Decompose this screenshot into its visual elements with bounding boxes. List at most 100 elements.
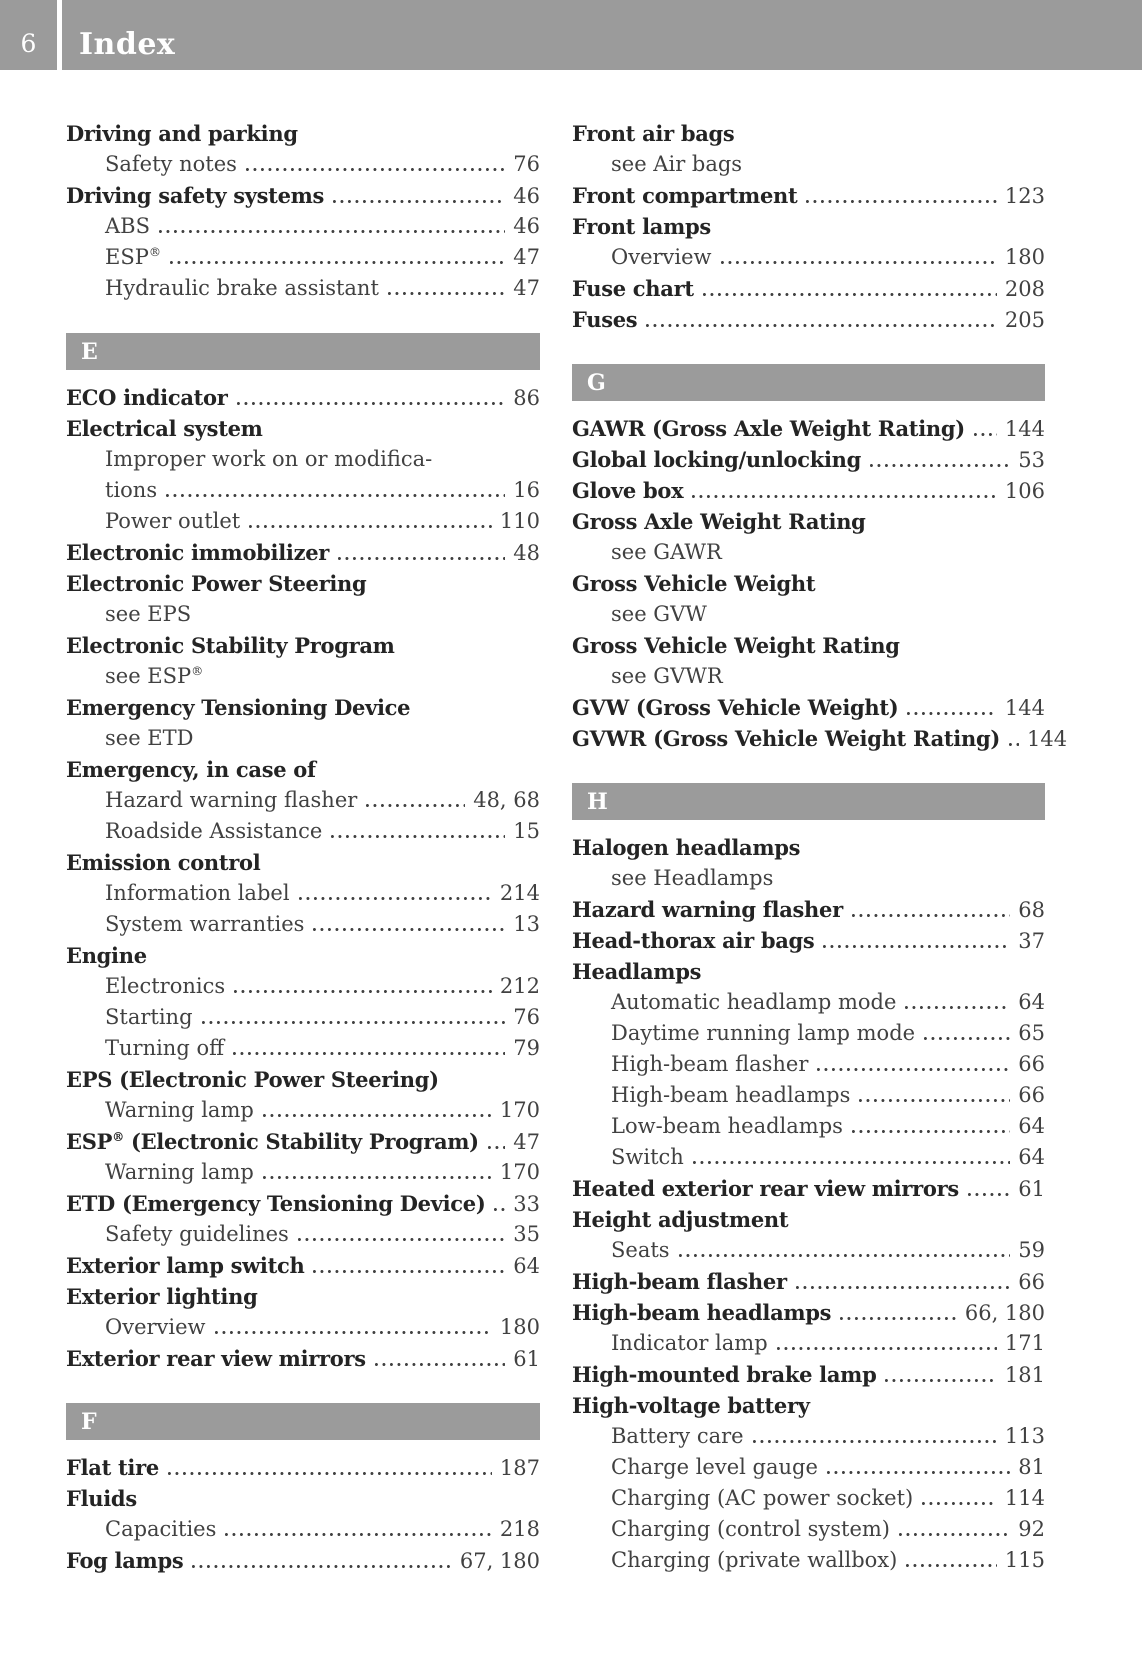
leader-dots bbox=[720, 261, 997, 264]
entry-label: Heated exterior rear view mirrors bbox=[572, 1176, 959, 1201]
entry-label: see ETD bbox=[105, 726, 194, 750]
leader-dots bbox=[776, 1347, 997, 1350]
entry-label: GVWR (Gross Vehicle Weight Rating) bbox=[572, 726, 1000, 751]
entry-label: see ESP® bbox=[105, 664, 204, 688]
leader-dots bbox=[973, 433, 997, 436]
index-entry: Height adjustment bbox=[572, 1204, 1045, 1235]
index-entry: Fuse chart 208 bbox=[572, 273, 1045, 304]
entry-label: Indicator lamp bbox=[611, 1331, 768, 1355]
entry-label: High-beam flasher bbox=[572, 1269, 787, 1294]
leader-dots bbox=[859, 1099, 1011, 1102]
entry-page-number: 47 bbox=[513, 1130, 540, 1154]
leader-dots bbox=[170, 261, 506, 264]
entry-label: Overview bbox=[611, 245, 712, 269]
leader-dots bbox=[333, 200, 506, 203]
leader-dots bbox=[487, 1146, 506, 1149]
leader-dots bbox=[338, 557, 506, 560]
entry-page-number: 64 bbox=[1018, 1145, 1045, 1169]
index-entry: Halogen headlamps bbox=[572, 832, 1045, 863]
entry-label: Hazard warning flasher bbox=[572, 897, 843, 922]
entry-label: Charge level gauge bbox=[611, 1455, 818, 1479]
index-entry: Driving safety systems 46 bbox=[66, 180, 540, 211]
index-entry: GVWR (Gross Vehicle Weight Rating) 144 bbox=[572, 723, 1067, 754]
index-entry: Flat tire 187 bbox=[66, 1452, 540, 1483]
index-entry: Gross Vehicle Weight bbox=[572, 568, 1045, 599]
index-entry: ETD (Emergency Tensioning Device) 33 bbox=[66, 1188, 540, 1219]
entry-page-number: 66 bbox=[1018, 1083, 1045, 1107]
index-entry: see ESP® bbox=[66, 661, 540, 692]
entry-label: Daytime running lamp mode bbox=[611, 1021, 916, 1045]
leader-dots bbox=[806, 200, 997, 203]
entry-label: Driving and parking bbox=[66, 121, 298, 146]
index-entry: Charging (private wallbox) 115 bbox=[572, 1545, 1045, 1576]
leader-dots bbox=[262, 1176, 492, 1179]
entry-page-number: 106 bbox=[1004, 479, 1045, 503]
index-entry: EPS (Electronic Power Steering) bbox=[66, 1064, 540, 1095]
entry-label: see Headlamps bbox=[611, 866, 774, 890]
page-title: Index bbox=[79, 27, 176, 62]
index-entry: ECO indicator 86 bbox=[66, 382, 540, 413]
index-entry: Hazard warning flasher 48, 68 bbox=[66, 785, 540, 816]
index-entry: Gross Axle Weight Rating bbox=[572, 506, 1045, 537]
leader-dots bbox=[898, 1533, 1011, 1536]
entry-label: High-mounted brake lamp bbox=[572, 1362, 877, 1387]
leader-dots bbox=[967, 1193, 1011, 1196]
entry-page-number: 212 bbox=[499, 974, 540, 998]
leader-dots bbox=[851, 1130, 1011, 1133]
leader-dots bbox=[826, 1471, 1011, 1474]
entry-page-number: 170 bbox=[499, 1160, 540, 1184]
entry-page-number: 170 bbox=[499, 1098, 540, 1122]
leader-dots bbox=[233, 1052, 506, 1055]
entry-page-number: 15 bbox=[513, 819, 540, 843]
entry-label: Fog lamps bbox=[66, 1548, 184, 1573]
entry-page-number: 110 bbox=[499, 509, 540, 533]
leader-dots bbox=[906, 1564, 997, 1567]
entry-label: Gross Vehicle Weight Rating bbox=[572, 633, 900, 658]
entry-label: EPS (Electronic Power Steering) bbox=[66, 1067, 439, 1092]
entry-label: Front lamps bbox=[572, 214, 711, 239]
index-entry: Electronics 212 bbox=[66, 971, 540, 1002]
index-entry: Capacities 218 bbox=[66, 1514, 540, 1545]
index-entry: Exterior rear view mirrors 61 bbox=[66, 1343, 540, 1374]
entry-label: Capacities bbox=[105, 1517, 217, 1541]
entry-label: Improper work on or modifica- bbox=[105, 447, 433, 471]
index-entry: GVW (Gross Vehicle Weight) 144 bbox=[572, 692, 1045, 723]
entry-label: ETD (Emergency Tensioning Device) bbox=[66, 1191, 486, 1216]
entry-label: Hydraulic brake assistant bbox=[105, 276, 379, 300]
index-entry: see GVWR bbox=[572, 661, 1045, 692]
entry-page-number: 53 bbox=[1018, 448, 1045, 472]
entry-label: Battery care bbox=[611, 1424, 744, 1448]
entry-label: High-beam headlamps bbox=[611, 1083, 851, 1107]
entry-label: Front compartment bbox=[572, 183, 798, 208]
index-entry: Overview 180 bbox=[572, 242, 1045, 273]
entry-label: Charging (AC power socket) bbox=[611, 1486, 914, 1510]
section-header-H: H bbox=[572, 783, 1045, 820]
entry-label: tions bbox=[105, 478, 158, 502]
entry-label: Headlamps bbox=[572, 959, 702, 984]
leader-dots bbox=[225, 1533, 492, 1536]
page-number: 6 bbox=[20, 29, 37, 58]
leader-dots bbox=[167, 1472, 492, 1475]
index-entry: Heated exterior rear view mirrors 61 bbox=[572, 1173, 1045, 1204]
index-entry: see GAWR bbox=[572, 537, 1045, 568]
entry-page-number: 61 bbox=[513, 1347, 540, 1371]
registered-trademark-symbol: ® bbox=[148, 245, 162, 259]
page-header-bar: 6 Index bbox=[0, 0, 1142, 70]
entry-label: see EPS bbox=[105, 602, 192, 626]
entry-label: Gross Axle Weight Rating bbox=[572, 509, 866, 534]
index-entry: Turning off 79 bbox=[66, 1033, 540, 1064]
leader-dots bbox=[201, 1021, 506, 1024]
entry-label: Power outlet bbox=[105, 509, 241, 533]
entry-page-number: 187 bbox=[499, 1456, 540, 1480]
index-entry: Starting 76 bbox=[66, 1002, 540, 1033]
entry-label: High-beam headlamps bbox=[572, 1300, 832, 1325]
leader-dots bbox=[245, 168, 506, 171]
index-entry: Emission control bbox=[66, 847, 540, 878]
entry-page-number: 67, 180 bbox=[459, 1549, 540, 1573]
entry-page-number: 68 bbox=[1018, 898, 1045, 922]
leader-dots bbox=[387, 292, 506, 295]
index-entry: Charge level gauge 81 bbox=[572, 1452, 1045, 1483]
entry-label: Head-thorax air bags bbox=[572, 928, 815, 953]
leader-dots bbox=[692, 1161, 1011, 1164]
entry-label: GAWR (Gross Axle Weight Rating) bbox=[572, 416, 965, 441]
